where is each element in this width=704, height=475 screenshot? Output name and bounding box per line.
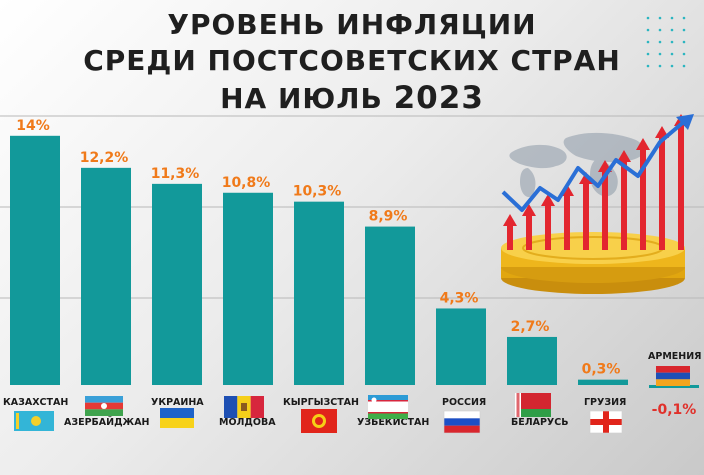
category-label-0: КАЗАХСТАН (3, 397, 68, 408)
value-label-4: 10,3% (293, 184, 342, 200)
category-label-7: БЕЛАРУСЬ (511, 417, 568, 428)
red-arrow-shaft (526, 214, 532, 250)
trend-arrowhead (676, 114, 694, 130)
category-label-6: РОССИЯ (442, 397, 486, 408)
red-arrow-head (541, 194, 555, 206)
category-label-5: УЗБЕКИСТАН (357, 417, 429, 428)
russia-flag (443, 410, 481, 434)
value-label-5: 8,9% (369, 209, 408, 225)
bar-4 (294, 201, 344, 385)
red-arrow-head (522, 204, 536, 216)
red-arrow-head (503, 214, 517, 226)
value-label-2: 11,3% (151, 166, 200, 182)
value-label-9: -0,1% (652, 402, 697, 418)
category-label-1: АЗЕРБАЙДЖАН (64, 416, 150, 428)
title-line-3: НА ИЮЛЬ 2023 (0, 80, 704, 116)
category-label-3: МОЛДОВА (219, 417, 276, 428)
kazakhstan-flag (14, 411, 54, 431)
moldova-flag (224, 396, 264, 418)
belarus-flag (515, 393, 551, 417)
inflation-growth-illustration (501, 114, 694, 294)
red-arrow-shaft (621, 160, 627, 250)
ukraine-flag (160, 408, 194, 428)
bar-0 (10, 135, 60, 385)
red-arrow-shaft (659, 136, 665, 250)
value-label-0: 14% (16, 118, 50, 134)
red-arrow-shaft (583, 182, 589, 250)
coin-stack (501, 232, 685, 294)
category-label-2: УКРАИНА (151, 397, 204, 408)
bar-8 (578, 379, 628, 385)
category-label-8: ГРУЗИЯ (584, 397, 626, 408)
value-label-8: 0,3% (582, 362, 621, 378)
red-arrow-shaft (678, 124, 684, 250)
georgia-flag (589, 410, 623, 434)
rising-red-arrows (503, 114, 688, 250)
red-arrow-shaft (602, 170, 608, 250)
decorative-dots (646, 16, 686, 68)
category-label-9: АРМЕНИЯ (648, 351, 701, 362)
category-label-4: КЫРГЫЗСТАН (283, 397, 359, 408)
bar-6 (436, 308, 486, 385)
red-arrow-shaft (507, 224, 513, 250)
title-year: 2023 (393, 80, 484, 116)
red-arrow-head (636, 138, 650, 150)
bar-layer: 14% КАЗАХСТАН 12,2% АЗЕРБАЙДЖАН 11,3% УКРАИНА… (3, 118, 701, 434)
bar-3 (223, 192, 273, 385)
armenia-flag (656, 366, 690, 386)
red-arrow-head (617, 150, 631, 162)
value-label-6: 4,3% (440, 290, 479, 306)
bar-5 (365, 226, 415, 385)
value-label-1: 12,2% (80, 150, 129, 166)
bar-7 (507, 336, 557, 385)
value-label-7: 2,7% (511, 319, 550, 335)
uzbekistan-flag (368, 395, 408, 419)
value-label-3: 10,8% (222, 175, 271, 191)
red-arrow-shaft (564, 194, 570, 250)
bar-2 (152, 183, 202, 385)
bar-9 (649, 385, 699, 388)
kyrgyzstan-flag (301, 409, 337, 433)
bar-1 (81, 167, 131, 385)
azerbaijan-flag (85, 396, 123, 416)
title-line-1: УРОВЕНЬ ИНФЛЯЦИИ (167, 8, 537, 41)
trend-line (501, 118, 688, 212)
title-line-3-text: НА ИЮЛЬ (220, 82, 383, 115)
red-arrow-shaft (545, 204, 551, 250)
red-arrow-shaft (640, 148, 646, 250)
title-line-2: СРЕДИ ПОСТСОВЕТСКИХ СТРАН (83, 44, 621, 77)
